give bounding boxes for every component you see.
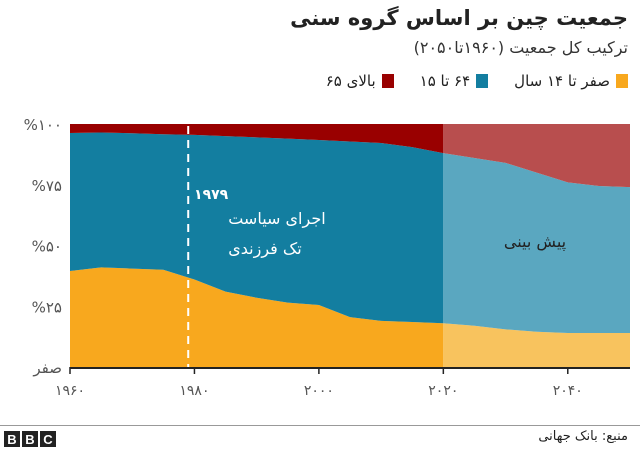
footer-divider (0, 425, 640, 426)
legend-label: بالای ۶۵ (325, 72, 376, 90)
y-tick-label: %۷۵ (32, 177, 62, 195)
source-note: منبع: بانک جهانی (538, 429, 628, 444)
legend-swatch (476, 74, 489, 88)
y-tick-label: صفر (32, 359, 62, 377)
area-age-15-64 (70, 132, 444, 324)
chart-subtitle: ترکیب کل جمعیت (۱۹۶۰تا۲۰۵۰) (413, 38, 628, 57)
x-tick-label: ۲۰۲۰ (428, 383, 458, 399)
annotation-line-1: اجرای سیاست (228, 209, 325, 229)
legend-label: ۶۴ تا ۱۵ (419, 72, 471, 90)
area-age-65-plus (70, 124, 444, 154)
area-age-15-64-forecast (443, 153, 630, 333)
legend-item-0-14: صفر تا ۱۴ سال (514, 72, 628, 90)
y-tick-label: %۱۰۰ (24, 116, 62, 134)
legend-item-65-plus: بالای ۶۵ (326, 72, 394, 90)
y-tick-label: %۵۰ (32, 238, 62, 256)
x-tick-label: ۱۹۶۰ (55, 383, 85, 399)
x-tick-label: ۲۰۰۰ (304, 383, 334, 399)
area-age-65-plus-forecast (443, 124, 630, 188)
legend: صفر تا ۱۴ سال ۶۴ تا ۱۵ بالای ۶۵ (326, 72, 628, 90)
legend-swatch (616, 74, 628, 88)
chart-title: جمعیت چین بر اساس گروه سنی (290, 6, 628, 30)
x-tick-label: ۲۰۴۰ (553, 383, 583, 399)
area-age-0-14-forecast (443, 323, 630, 367)
forecast-label: پیش بینی (504, 232, 566, 252)
legend-swatch (381, 74, 394, 88)
area-age-0-14 (70, 267, 444, 367)
legend-item-15-64: ۶۴ تا ۱۵ (420, 72, 489, 90)
x-tick-label: ۱۹۸۰ (179, 383, 209, 399)
y-tick-label: %۲۵ (32, 298, 62, 316)
legend-label: صفر تا ۱۴ سال (514, 72, 610, 90)
annotation-line-2: تک فرزندی (228, 239, 301, 259)
annotation-year: ۱۹۷۹ (194, 187, 229, 203)
